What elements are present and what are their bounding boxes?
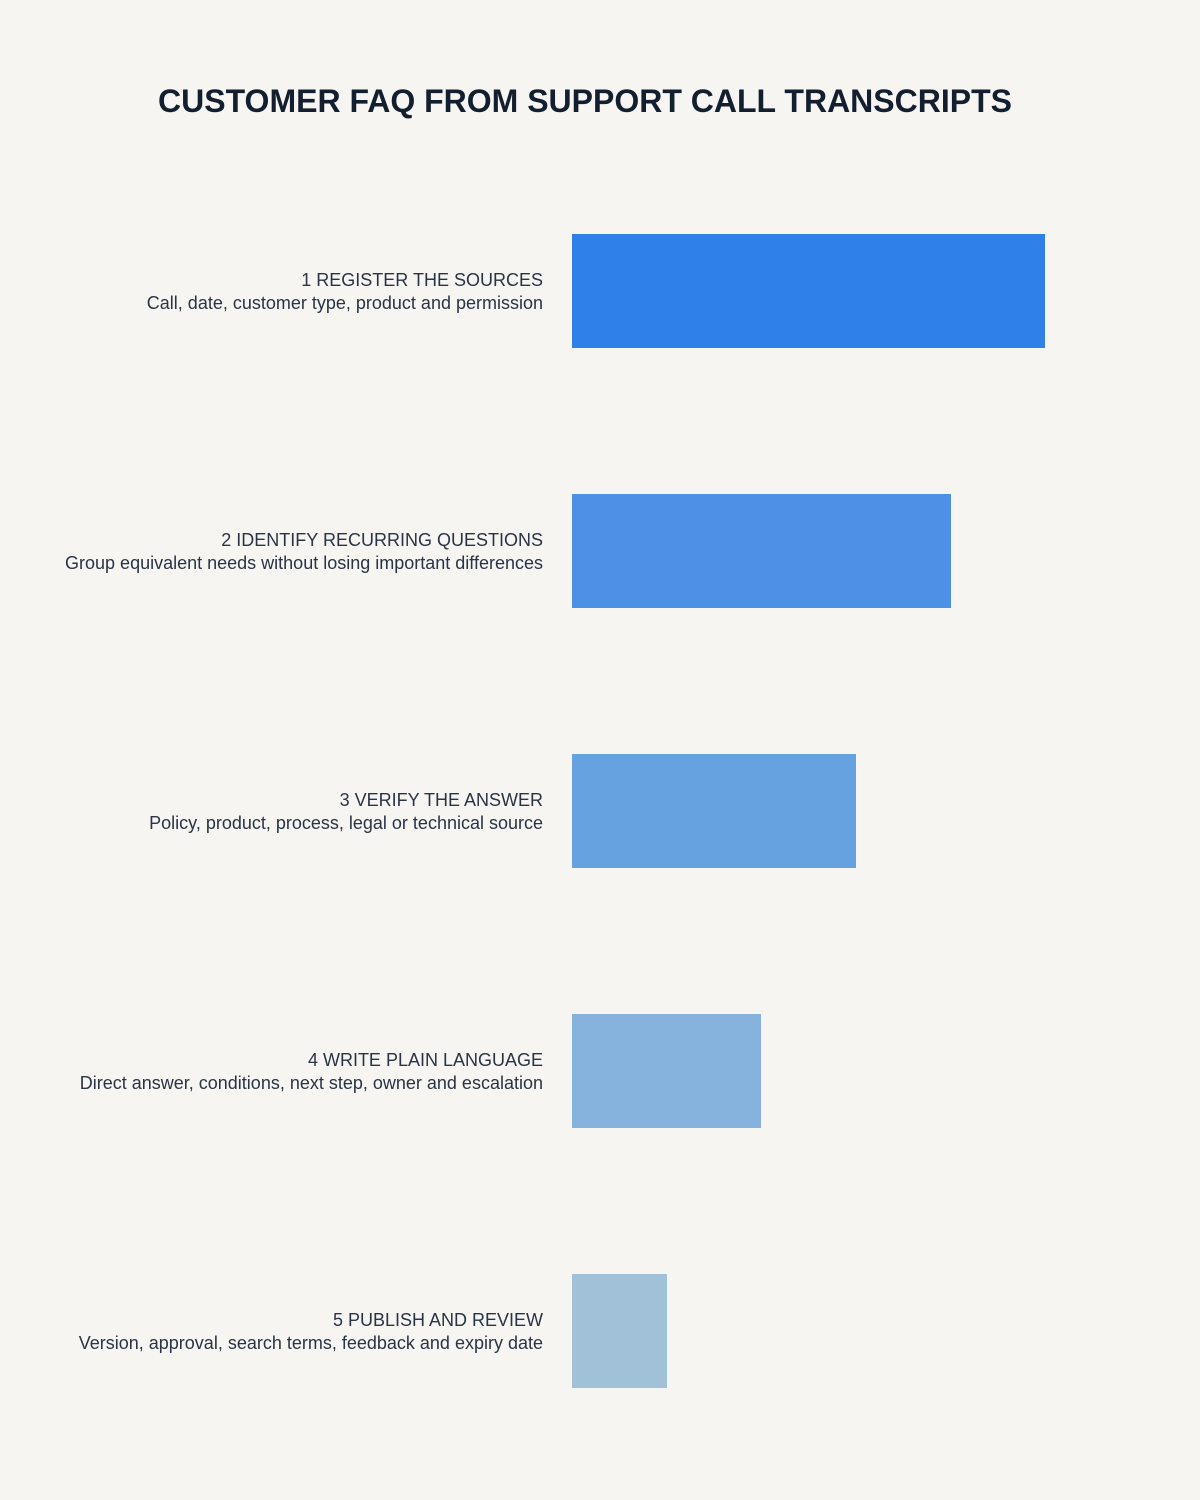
step-title: 2 IDENTIFY RECURRING QUESTIONS bbox=[221, 530, 543, 550]
step-title: 1 REGISTER THE SOURCES bbox=[301, 270, 543, 290]
page-title: CUSTOMER FAQ FROM SUPPORT CALL TRANSCRIP… bbox=[158, 83, 1012, 119]
step-bar bbox=[572, 754, 856, 868]
step-title: 5 PUBLISH AND REVIEW bbox=[333, 1310, 543, 1330]
step-bar bbox=[572, 234, 1045, 348]
step-description: Version, approval, search terms, feedbac… bbox=[79, 1333, 543, 1353]
step-description: Policy, product, process, legal or techn… bbox=[149, 813, 543, 833]
step-title: 4 WRITE PLAIN LANGUAGE bbox=[308, 1050, 543, 1070]
step-description: Call, date, customer type, product and p… bbox=[147, 293, 543, 313]
step-description: Direct answer, conditions, next step, ow… bbox=[80, 1073, 543, 1093]
step-title: 3 VERIFY THE ANSWER bbox=[340, 790, 543, 810]
step-bar bbox=[572, 494, 951, 608]
step-bar bbox=[572, 1014, 761, 1128]
step-bar bbox=[572, 1274, 667, 1388]
step-description: Group equivalent needs without losing im… bbox=[65, 553, 543, 573]
